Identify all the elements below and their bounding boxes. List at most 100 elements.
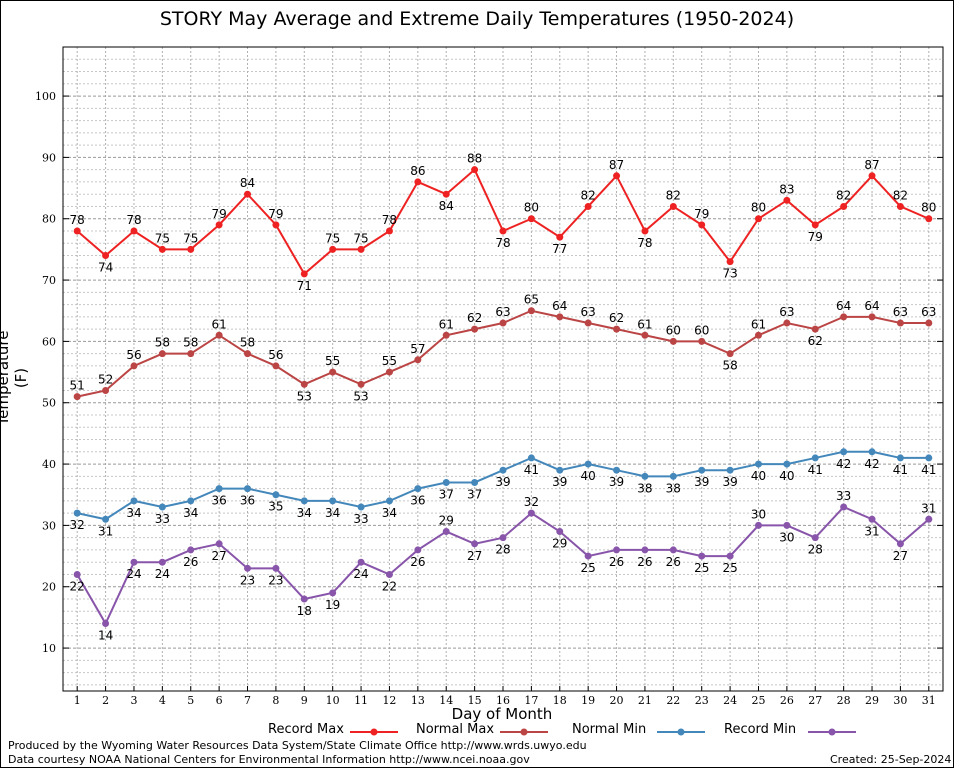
data-point-normal-max [244, 350, 252, 358]
data-point-normal-min [811, 454, 819, 462]
data-point-normal-min [385, 497, 393, 505]
data-point-record-min [158, 558, 166, 566]
x-tick-label: 29 [865, 694, 879, 707]
data-point-record-min [414, 546, 422, 554]
data-label-record-max: 78 [637, 236, 652, 250]
data-label-record-min: 29 [552, 537, 567, 551]
x-axis-label: Day of Month [451, 705, 553, 723]
data-label-record-min: 31 [864, 524, 879, 538]
x-tick-label: 14 [439, 694, 453, 707]
footer-created-date: Created: 25-Sep-2024 [830, 753, 952, 766]
data-point-normal-max [102, 386, 110, 394]
y-tick-label: 90 [42, 151, 56, 164]
data-point-normal-max [896, 319, 904, 327]
data-point-record-min [187, 546, 195, 554]
data-label-normal-min: 34 [183, 506, 198, 520]
data-point-normal-min [726, 466, 734, 474]
data-label-record-min: 23 [268, 573, 283, 587]
data-label-normal-max: 61 [637, 317, 652, 331]
data-label-record-max: 82 [836, 188, 851, 202]
data-label-normal-max: 64 [552, 299, 567, 313]
data-point-normal-min [840, 448, 848, 456]
data-point-normal-max [925, 319, 933, 327]
data-label-record-max: 84 [240, 176, 255, 190]
data-label-normal-min: 36 [211, 494, 226, 508]
data-label-normal-max: 61 [751, 317, 766, 331]
footer-data-courtesy: Data courtesy NOAA National Centers for … [8, 753, 530, 766]
data-point-record-max [414, 178, 422, 186]
data-label-normal-min: 40 [779, 469, 794, 483]
data-point-normal-min [669, 472, 677, 480]
data-point-normal-max [613, 325, 621, 333]
data-label-record-min: 27 [467, 549, 482, 563]
y-tick-label: 40 [42, 458, 56, 471]
data-label-record-max: 87 [864, 158, 879, 172]
y-tick-label: 80 [42, 213, 56, 226]
data-label-normal-max: 57 [410, 342, 425, 356]
data-label-record-max: 75 [155, 231, 170, 245]
data-point-normal-min [329, 497, 337, 505]
data-label-normal-max: 62 [467, 311, 482, 325]
data-point-record-max [641, 227, 649, 235]
data-label-record-min: 28 [808, 543, 823, 557]
data-point-normal-max [698, 337, 706, 345]
data-point-record-max [300, 270, 308, 278]
data-label-normal-min: 42 [836, 457, 851, 471]
data-label-normal-max: 62 [609, 311, 624, 325]
data-label-normal-min: 34 [382, 506, 397, 520]
data-label-normal-max: 63 [581, 305, 596, 319]
data-label-normal-max: 64 [864, 299, 879, 313]
data-point-normal-min [698, 466, 706, 474]
data-point-record-max [471, 166, 479, 174]
data-point-normal-min [925, 454, 933, 462]
data-label-normal-min: 33 [353, 512, 368, 526]
data-label-record-max: 79 [808, 230, 823, 244]
data-label-record-max: 73 [722, 267, 737, 281]
data-label-normal-min: 32 [70, 518, 85, 532]
data-point-normal-max [385, 368, 393, 376]
data-point-record-max [613, 172, 621, 180]
data-point-record-min [130, 558, 138, 566]
data-label-record-min: 30 [779, 530, 794, 544]
data-point-normal-min [244, 485, 252, 493]
x-tick-label: 8 [272, 694, 279, 707]
data-label-normal-min: 40 [581, 469, 596, 483]
data-label-normal-min: 37 [439, 487, 454, 501]
data-label-normal-min: 41 [893, 463, 908, 477]
data-label-record-min: 32 [524, 495, 539, 509]
data-label-record-max: 79 [268, 207, 283, 221]
x-tick-label: 1 [74, 694, 81, 707]
data-label-record-max: 78 [126, 213, 141, 227]
data-point-normal-min [215, 485, 223, 493]
data-label-record-min: 25 [722, 561, 737, 575]
data-label-normal-min: 41 [921, 463, 936, 477]
data-point-record-min [868, 515, 876, 523]
x-tick-label: 4 [159, 694, 166, 707]
data-point-record-max [556, 233, 564, 241]
data-point-record-min [613, 546, 621, 554]
data-point-normal-min [102, 515, 110, 523]
data-point-normal-min [868, 448, 876, 456]
data-label-normal-max: 58 [722, 359, 737, 373]
data-point-normal-max [357, 380, 365, 388]
data-point-record-min [811, 534, 819, 542]
data-label-record-max: 87 [609, 158, 624, 172]
data-label-record-max: 77 [552, 242, 567, 256]
data-label-record-min: 26 [609, 555, 624, 569]
data-point-record-max [868, 172, 876, 180]
data-label-normal-max: 55 [382, 354, 397, 368]
data-label-record-max: 79 [211, 207, 226, 221]
legend-marker-record-min [828, 728, 836, 736]
chart-title: STORY May Average and Extreme Daily Temp… [159, 8, 795, 30]
data-label-normal-min: 36 [410, 494, 425, 508]
data-label-normal-max: 65 [524, 293, 539, 307]
data-point-normal-min [158, 503, 166, 511]
data-point-record-min [357, 558, 365, 566]
data-label-normal-max: 61 [439, 317, 454, 331]
data-point-normal-max [130, 362, 138, 370]
x-tick-label: 12 [382, 694, 396, 707]
data-label-record-max: 74 [98, 261, 113, 275]
legend-label-normal-min: Normal Min [572, 722, 647, 737]
data-label-record-max: 80 [524, 201, 539, 215]
data-point-record-min [896, 540, 904, 548]
